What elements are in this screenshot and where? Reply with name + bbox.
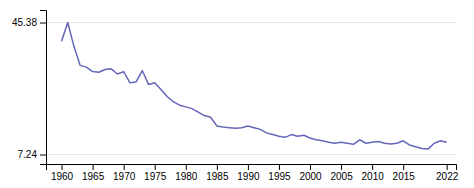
x-tick-mark bbox=[447, 164, 448, 170]
x-axis: 1960 1965 1970 1975 1980 1985 1990 1995 2000 2005… bbox=[47, 164, 459, 182]
x-tick-label: 2015 bbox=[393, 171, 416, 182]
x-tick-label: 1960 bbox=[51, 171, 74, 182]
y-axis-line bbox=[40, 11, 47, 165]
x-tick: 2010 bbox=[362, 164, 385, 182]
x-tick-mark bbox=[124, 164, 125, 170]
plot-area bbox=[62, 23, 447, 150]
grid-line bbox=[46, 22, 456, 23]
x-axis-line bbox=[47, 165, 457, 171]
x-tick-label: 1985 bbox=[206, 171, 229, 182]
x-tick: 1970 bbox=[113, 164, 136, 182]
x-tick-mark bbox=[279, 164, 280, 170]
x-tick: 1965 bbox=[82, 164, 105, 182]
y-tick-label: 7.24 bbox=[18, 149, 38, 160]
x-tick: 2005 bbox=[330, 164, 353, 182]
x-tick: 2000 bbox=[299, 164, 322, 182]
x-tick-mark bbox=[93, 164, 94, 170]
y-axis: 7.24 45.38 bbox=[12, 11, 47, 165]
x-tick-label: 1995 bbox=[268, 171, 291, 182]
y-tick: 45.38 bbox=[12, 17, 46, 28]
x-tick: 2022 bbox=[436, 164, 459, 182]
y-tick-mark bbox=[40, 155, 46, 156]
x-tick-mark bbox=[248, 164, 249, 170]
y-tick-mark bbox=[40, 23, 46, 24]
x-tick-mark bbox=[62, 164, 63, 170]
x-tick: 1980 bbox=[175, 164, 198, 182]
x-tick-label: 1970 bbox=[113, 171, 136, 182]
y-tick: 7.24 bbox=[18, 149, 46, 160]
y-tick-label: 45.38 bbox=[12, 17, 37, 28]
x-tick-label: 1965 bbox=[82, 171, 105, 182]
x-tick-mark bbox=[403, 164, 404, 170]
x-tick: 1960 bbox=[51, 164, 74, 182]
chart: 1960 1965 1970 1975 1980 1985 1990 1995 2000 2005… bbox=[0, 0, 474, 188]
x-tick-mark bbox=[217, 164, 218, 170]
x-tick: 2015 bbox=[393, 164, 416, 182]
x-tick-mark bbox=[341, 164, 342, 170]
grid-line bbox=[46, 154, 456, 155]
x-tick-mark bbox=[310, 164, 311, 170]
x-tick-label: 2010 bbox=[362, 171, 385, 182]
x-tick: 1990 bbox=[237, 164, 260, 182]
x-tick-label: 1975 bbox=[144, 171, 167, 182]
x-tick-label: 1990 bbox=[237, 171, 260, 182]
x-tick-mark bbox=[155, 164, 156, 170]
x-tick-mark bbox=[372, 164, 373, 170]
x-tick: 1985 bbox=[206, 164, 229, 182]
x-tick-label: 2022 bbox=[436, 171, 459, 182]
x-tick-label: 1980 bbox=[175, 171, 198, 182]
x-tick: 1995 bbox=[268, 164, 291, 182]
grid bbox=[46, 23, 456, 155]
x-tick-label: 2005 bbox=[330, 171, 353, 182]
line bbox=[62, 23, 447, 150]
x-tick-label: 2000 bbox=[299, 171, 322, 182]
x-tick-mark bbox=[186, 164, 187, 170]
x-tick: 1975 bbox=[144, 164, 167, 182]
